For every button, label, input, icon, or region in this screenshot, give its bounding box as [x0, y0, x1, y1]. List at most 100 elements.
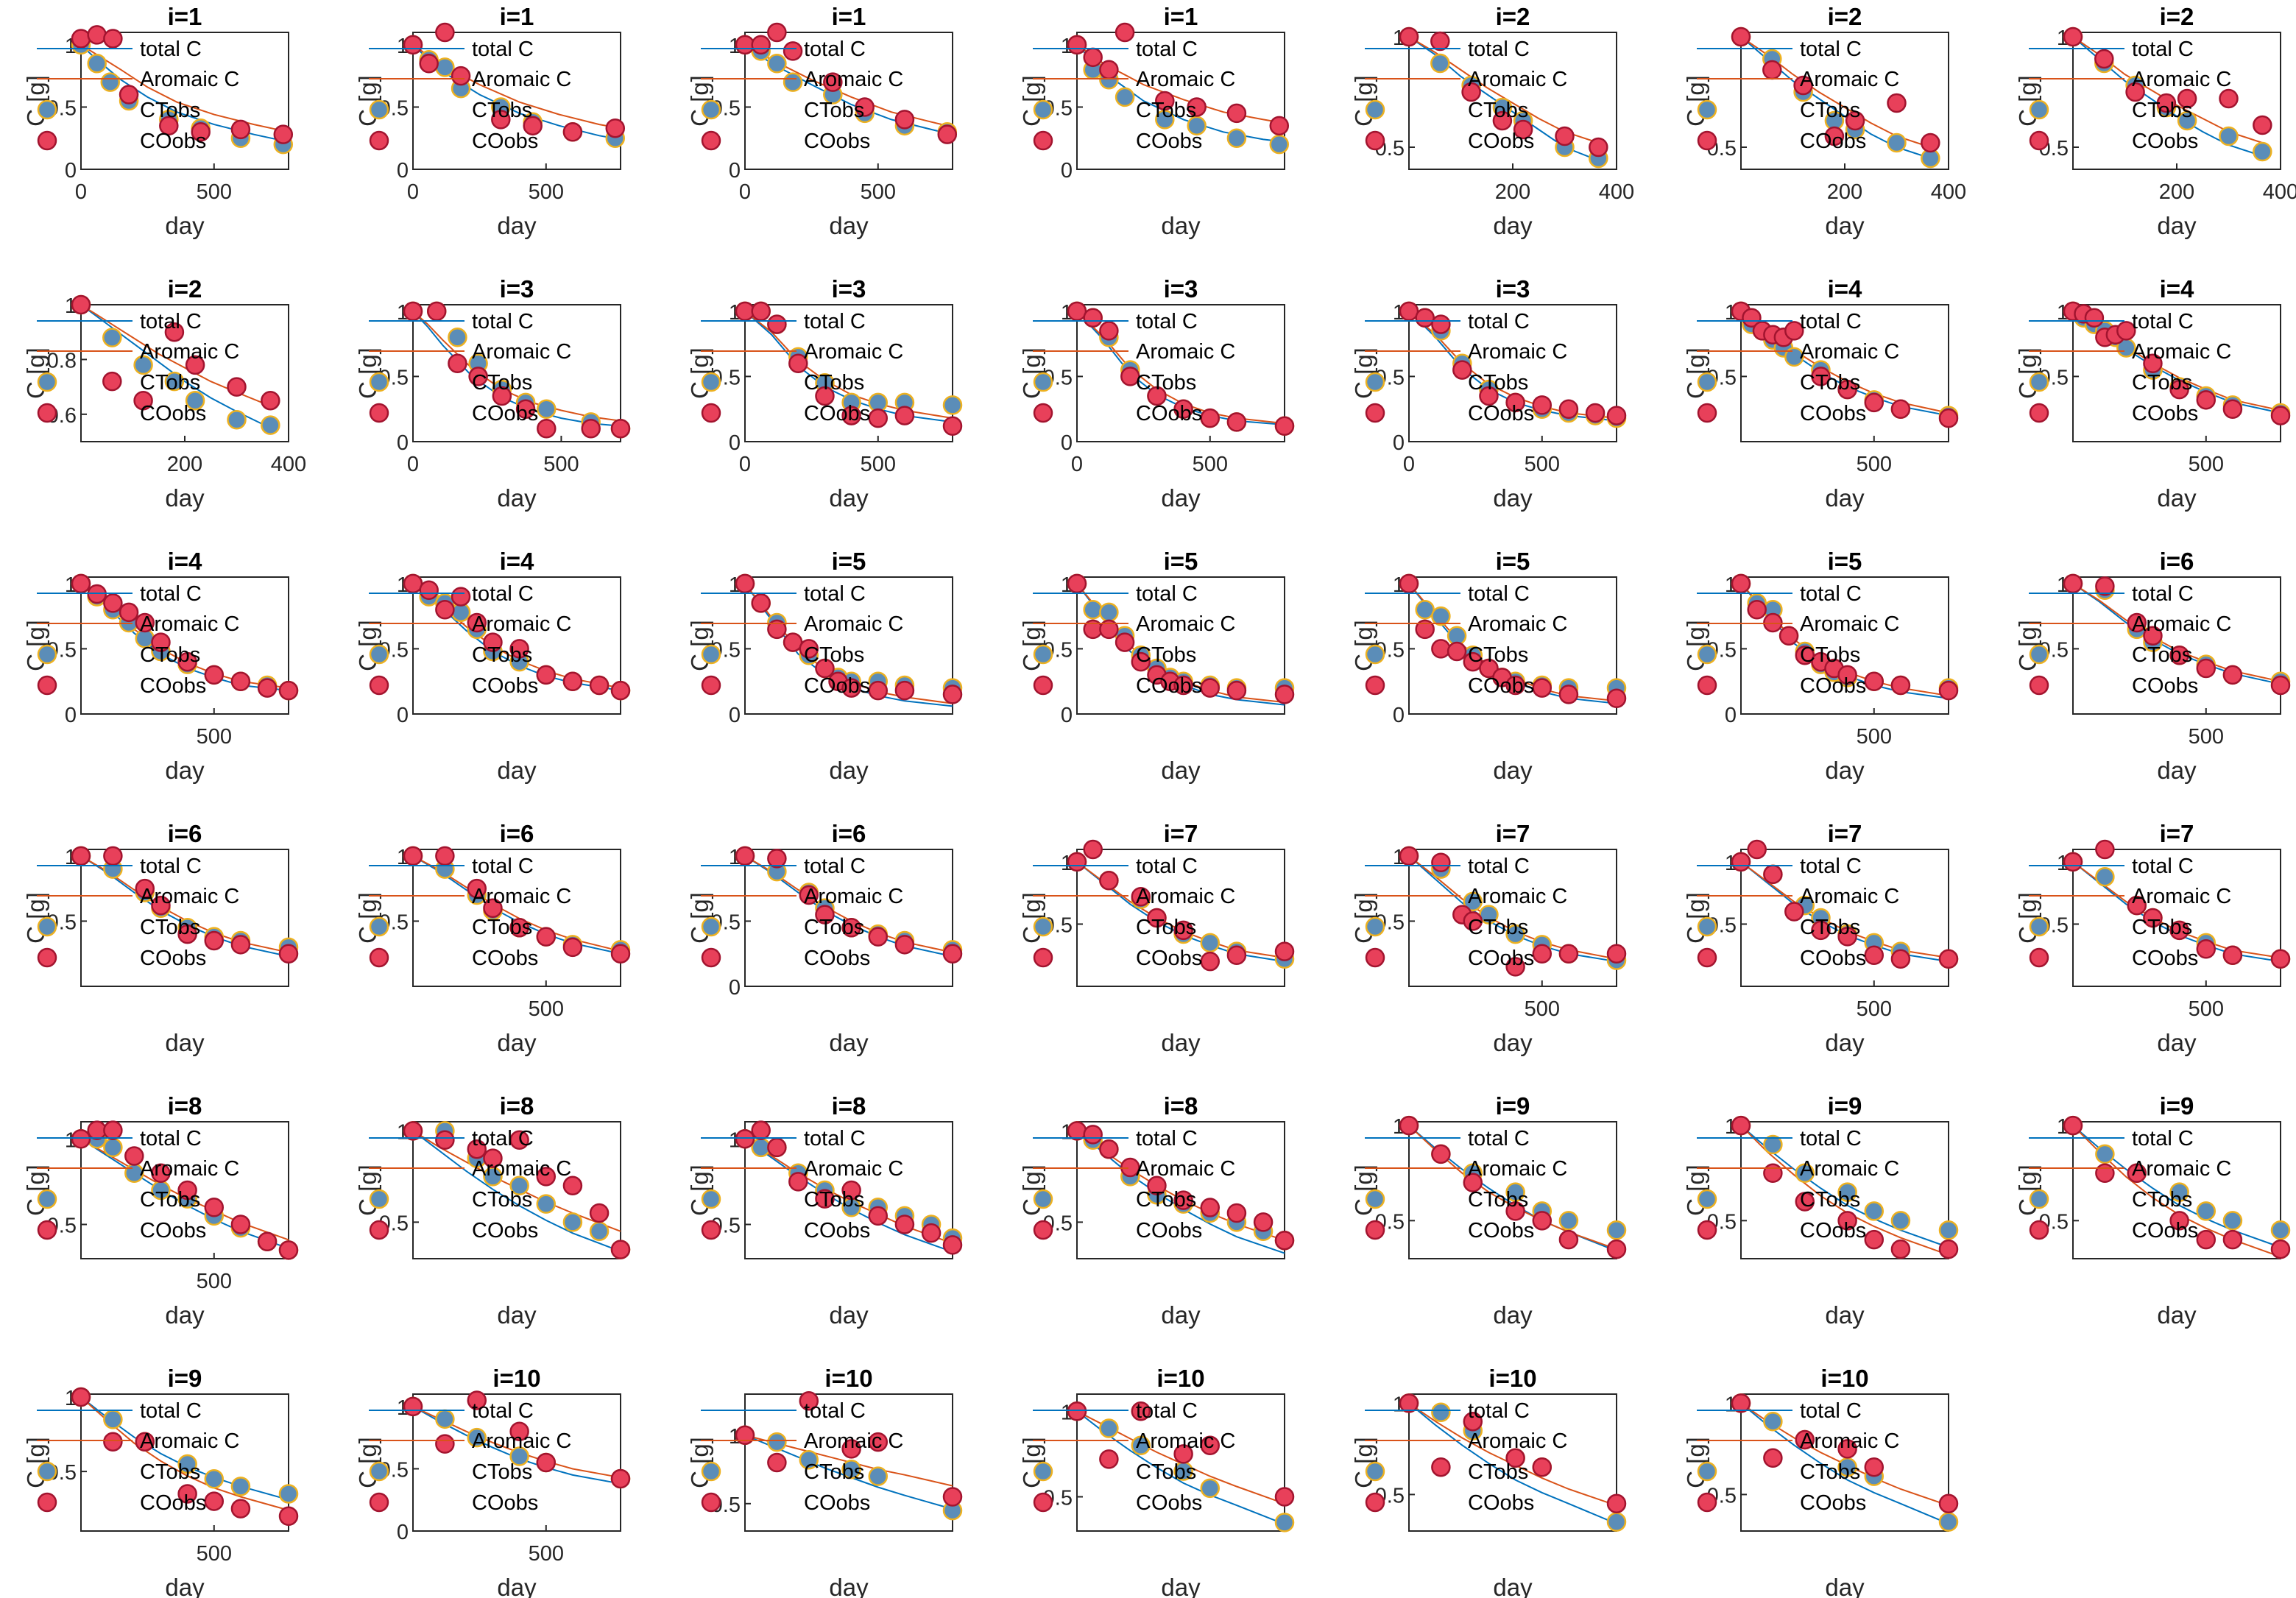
- panel-title: i=2: [1496, 3, 1530, 30]
- coobs-marker: [1784, 902, 1804, 922]
- ctobs-marker: [1606, 1512, 1627, 1532]
- x-axis-label: day: [2157, 1029, 2197, 1056]
- legend-label: COobs: [1468, 1491, 1534, 1515]
- ctobs-marker: [185, 390, 205, 411]
- legend-swatch-coobs: [1033, 947, 1053, 968]
- x-axis-label: day: [2157, 1301, 2197, 1329]
- coobs-marker: [1067, 1121, 1087, 1141]
- coobs-marker: [103, 1120, 123, 1140]
- ctobs-marker: [509, 1446, 529, 1466]
- coobs-marker: [230, 671, 251, 691]
- legend-label: CTobs: [804, 371, 864, 395]
- legend-label: CTobs: [1800, 643, 1860, 667]
- coobs-marker: [1187, 97, 1207, 117]
- legend-label: CTobs: [804, 916, 864, 939]
- legend-label: total C: [804, 855, 866, 878]
- ctobs-marker: [1606, 1220, 1627, 1240]
- legend-label: CTobs: [1800, 371, 1860, 395]
- legend-swatch-coobs: [1033, 403, 1053, 423]
- x-axis-label: day: [1161, 1301, 1201, 1329]
- coobs-marker: [257, 678, 278, 698]
- legend: total C Aromaic C CTobs COobs: [37, 1127, 239, 1242]
- x-axis-label: day: [1493, 1029, 1533, 1056]
- coobs-marker: [589, 1203, 610, 1223]
- coobs-marker: [87, 584, 107, 604]
- coobs-marker: [2219, 88, 2239, 109]
- legend-swatch-ctobs: [1033, 1461, 1053, 1482]
- coobs-marker: [894, 110, 915, 130]
- x-axis-label: day: [497, 484, 537, 512]
- axes-box: [80, 1121, 289, 1259]
- legend: total C Aromaic C CTobs COobs: [1033, 855, 1235, 970]
- coobs-marker: [1226, 1203, 1247, 1223]
- axes-box: [744, 576, 953, 715]
- coobs-marker: [509, 918, 529, 938]
- coobs-marker: [419, 580, 439, 600]
- coobs-marker: [1147, 908, 1167, 928]
- coobs-marker: [1226, 680, 1247, 701]
- legend-label: Aromaic C: [2132, 68, 2231, 91]
- ctobs-marker: [509, 1175, 529, 1196]
- axes-box: [80, 1393, 289, 1532]
- x-tick-label: 500: [197, 1270, 232, 1293]
- ctobs-marker: [1099, 1418, 1119, 1438]
- legend-swatch-coobs: [1365, 1220, 1385, 1240]
- axes-box: [744, 1393, 953, 1532]
- coobs-marker: [87, 25, 107, 45]
- coobs-marker: [177, 1484, 197, 1504]
- axes-box: [744, 304, 953, 442]
- coobs-marker: [783, 41, 803, 61]
- x-axis-label: day: [1825, 1574, 1865, 1598]
- plot-area: [735, 1391, 963, 1521]
- plot-area: [2063, 1115, 2291, 1259]
- coobs-marker: [589, 675, 610, 696]
- plot-area: [1067, 573, 1295, 706]
- coobs-marker: [1505, 1201, 1525, 1221]
- x-tick-label: 0: [407, 180, 419, 204]
- plot-area: [1399, 301, 1627, 428]
- coobs-marker: [942, 1235, 963, 1255]
- legend-label: CTobs: [472, 916, 532, 939]
- x-tick-label: 0: [739, 180, 751, 204]
- coobs-marker: [2116, 321, 2136, 341]
- legend-swatch-coobs: [37, 130, 57, 151]
- legend-label: Aromaic C: [804, 1157, 903, 1181]
- coobs-marker: [468, 367, 488, 386]
- x-axis-label: day: [165, 757, 205, 784]
- axes-box: [412, 304, 621, 442]
- legend: total C Aromaic C CTobs COobs: [1697, 1127, 1899, 1242]
- y-tick-label: 0: [1725, 704, 1737, 727]
- coobs-marker: [1505, 1448, 1525, 1468]
- coobs-marker: [788, 353, 808, 373]
- coobs-marker: [151, 1163, 171, 1183]
- panel-title: i=4: [168, 548, 202, 575]
- legend-swatch-ctobs: [2029, 99, 2049, 120]
- x-axis-label: day: [1161, 757, 1201, 784]
- panel-title: i=1: [1164, 3, 1198, 30]
- coobs-marker: [509, 1130, 529, 1150]
- coobs-marker: [467, 1390, 487, 1410]
- coobs-marker: [2253, 115, 2272, 135]
- legend: total C Aromaic C CTobs COobs: [1697, 310, 1899, 425]
- legend-label: Aromaic C: [1800, 1429, 1899, 1453]
- coobs-marker: [1083, 839, 1103, 860]
- legend: total C Aromaic C CTobs COobs: [1033, 582, 1235, 698]
- coobs-marker: [610, 1468, 631, 1489]
- ctobs-marker: [1505, 924, 1525, 944]
- coobs-marker: [151, 632, 171, 652]
- legend-label: COobs: [804, 947, 870, 970]
- coobs-marker: [278, 944, 299, 964]
- panel-title: i=8: [1164, 1092, 1198, 1120]
- coobs-marker: [2125, 82, 2145, 102]
- total-c-line: [412, 1130, 621, 1253]
- legend-label: COobs: [1800, 1491, 1866, 1515]
- coobs-marker: [1399, 573, 1419, 594]
- coobs-marker: [230, 1499, 251, 1519]
- legend-label: COobs: [804, 402, 870, 425]
